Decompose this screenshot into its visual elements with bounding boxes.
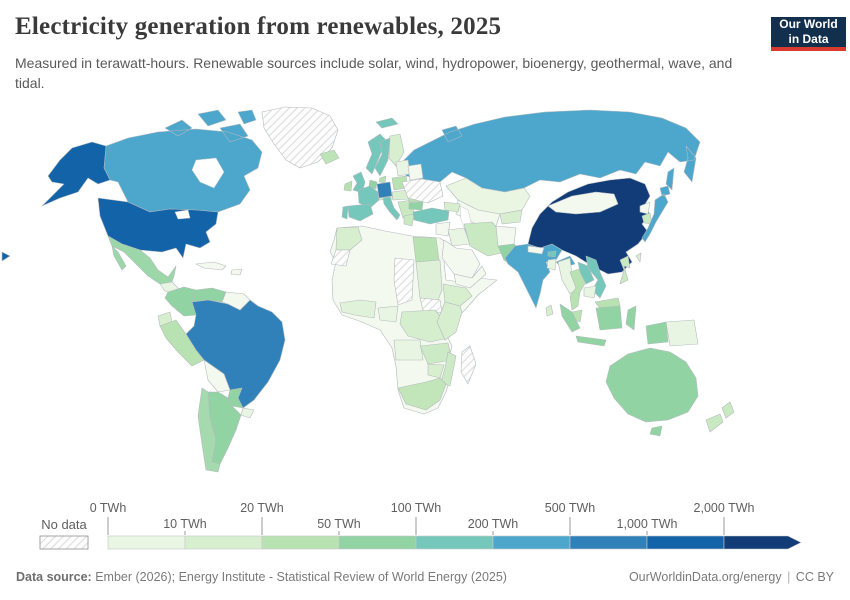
- country-cambodia[interactable]: [583, 285, 597, 299]
- country-laos[interactable]: [577, 261, 595, 285]
- legend-bin-8-arrow[interactable]: [723, 535, 802, 550]
- region-svalbard[interactable]: [375, 117, 399, 129]
- country-turkey[interactable]: [412, 207, 450, 225]
- country-venezuela[interactable]: [191, 287, 227, 303]
- country-mexico[interactable]: [107, 235, 177, 285]
- country-chad[interactable]: [393, 257, 415, 306]
- legend-tick-label-1000: 1,000 TWh: [616, 517, 678, 531]
- country-japan[interactable]: [641, 185, 671, 243]
- country-madagascar[interactable]: [460, 345, 477, 385]
- region-guyanas[interactable]: [221, 291, 251, 311]
- country-australia[interactable]: [605, 347, 699, 437]
- map-layer: [1, 106, 735, 473]
- country-chile[interactable]: [197, 387, 221, 473]
- country-saudi-arabia[interactable]: [441, 239, 481, 279]
- legend-no-data-label: No data: [41, 517, 87, 532]
- country-ukraine[interactable]: [401, 178, 444, 204]
- country-colombia[interactable]: [164, 286, 197, 317]
- country-morocco[interactable]: [335, 226, 363, 251]
- license-label[interactable]: CC BY: [795, 570, 834, 584]
- country-angola[interactable]: [393, 339, 424, 361]
- legend-tick-label-50: 50 TWh: [317, 517, 361, 531]
- country-sudan[interactable]: [415, 259, 443, 301]
- country-indonesia[interactable]: [559, 303, 669, 347]
- country-portugal[interactable]: [341, 205, 349, 220]
- country-nepal[interactable]: [527, 245, 545, 255]
- legend-bar: [39, 517, 802, 550]
- legend-tick-label-10: 10 TWh: [163, 517, 207, 531]
- country-south-africa[interactable]: [397, 377, 447, 411]
- country-nigeria[interactable]: [377, 305, 399, 323]
- country-mongolia[interactable]: [547, 191, 619, 215]
- legend-tick-label-2000: 2,000 TWh: [693, 501, 755, 515]
- country-bulgaria[interactable]: [408, 201, 424, 211]
- country-new-zealand[interactable]: [705, 401, 735, 433]
- great-lakes: [174, 209, 191, 220]
- legend-bin-0[interactable]: [107, 535, 186, 550]
- country-taiwan[interactable]: [635, 252, 642, 263]
- country-denmark[interactable]: [378, 175, 387, 184]
- region-kenya-tanzania[interactable]: [436, 301, 463, 341]
- legend-tick-label-20: 20 TWh: [240, 501, 284, 515]
- country-canada[interactable]: [103, 109, 263, 213]
- owid-logo[interactable]: Our World in Data: [771, 17, 846, 51]
- country-afghanistan[interactable]: [495, 225, 517, 247]
- country-papua-new-guinea[interactable]: [665, 319, 699, 347]
- legend-bin-2[interactable]: [261, 535, 340, 550]
- legend-tick-label-500: 500 TWh: [544, 501, 596, 515]
- country-ethiopia[interactable]: [442, 283, 473, 307]
- country-ireland[interactable]: [343, 180, 353, 192]
- attribution-divider: |: [787, 570, 791, 584]
- region-caribbean[interactable]: [195, 261, 243, 276]
- chart-subtitle: Measured in terawatt-hours. Renewable so…: [15, 55, 733, 91]
- legend-bin-4[interactable]: [415, 535, 494, 550]
- country-france[interactable]: [357, 185, 380, 209]
- hawaii-marker[interactable]: [1, 251, 11, 262]
- legend-bin-6[interactable]: [569, 535, 648, 550]
- legend-bin-3[interactable]: [338, 535, 417, 550]
- legend-bin-7[interactable]: [646, 535, 725, 550]
- country-bolivia[interactable]: [203, 359, 231, 393]
- country-bhutan[interactable]: [547, 250, 557, 258]
- country-iceland[interactable]: [319, 149, 340, 165]
- owid-url-link[interactable]: OurWorldinData.org/energy: [628, 570, 782, 584]
- hudson-bay: [191, 157, 225, 189]
- region-levant[interactable]: [435, 221, 451, 237]
- data-source-note: Data source: Ember (2026); Energy Instit…: [16, 570, 507, 584]
- legend-no-data-swatch[interactable]: [39, 535, 89, 550]
- region-yemen-oman[interactable]: [453, 265, 487, 289]
- owid-logo-line2: in Data: [788, 32, 829, 46]
- country-italy[interactable]: [382, 196, 401, 221]
- legend-bin-5[interactable]: [492, 535, 571, 550]
- country-egypt[interactable]: [412, 236, 440, 263]
- country-uruguay[interactable]: [240, 407, 255, 419]
- region-kyrgyz-tajik[interactable]: [499, 209, 523, 225]
- country-belarus[interactable]: [407, 163, 424, 181]
- region-west-africa[interactable]: [339, 299, 377, 319]
- region-baltics[interactable]: [395, 159, 411, 177]
- legend-tick-label-100: 100 TWh: [390, 501, 442, 515]
- region-caucasus[interactable]: [443, 201, 461, 213]
- country-philippines[interactable]: [619, 255, 631, 285]
- country-western-sahara[interactable]: [330, 249, 351, 267]
- country-sri-lanka[interactable]: [545, 304, 554, 317]
- country-drc[interactable]: [399, 309, 449, 343]
- country-bangladesh[interactable]: [546, 258, 557, 271]
- country-greece[interactable]: [403, 213, 415, 227]
- data-source-text: Ember (2026); Energy Institute - Statist…: [95, 570, 507, 584]
- legend-bin-1[interactable]: [184, 535, 263, 550]
- country-germany[interactable]: [376, 181, 393, 199]
- data-source-label: Data source:: [16, 570, 92, 584]
- country-russia[interactable]: [403, 109, 701, 193]
- legend-tick-label-0: 0 TWh: [89, 501, 127, 515]
- attribution: OurWorldinData.org/energy | CC BY: [629, 570, 834, 584]
- page-title: Electricity generation from renewables, …: [15, 13, 502, 40]
- legend-tick-label-200: 200 TWh: [467, 517, 519, 531]
- owid-logo-line1: Our World: [779, 17, 838, 31]
- country-vietnam[interactable]: [585, 255, 607, 299]
- country-finland[interactable]: [388, 133, 405, 167]
- country-spain[interactable]: [347, 203, 374, 222]
